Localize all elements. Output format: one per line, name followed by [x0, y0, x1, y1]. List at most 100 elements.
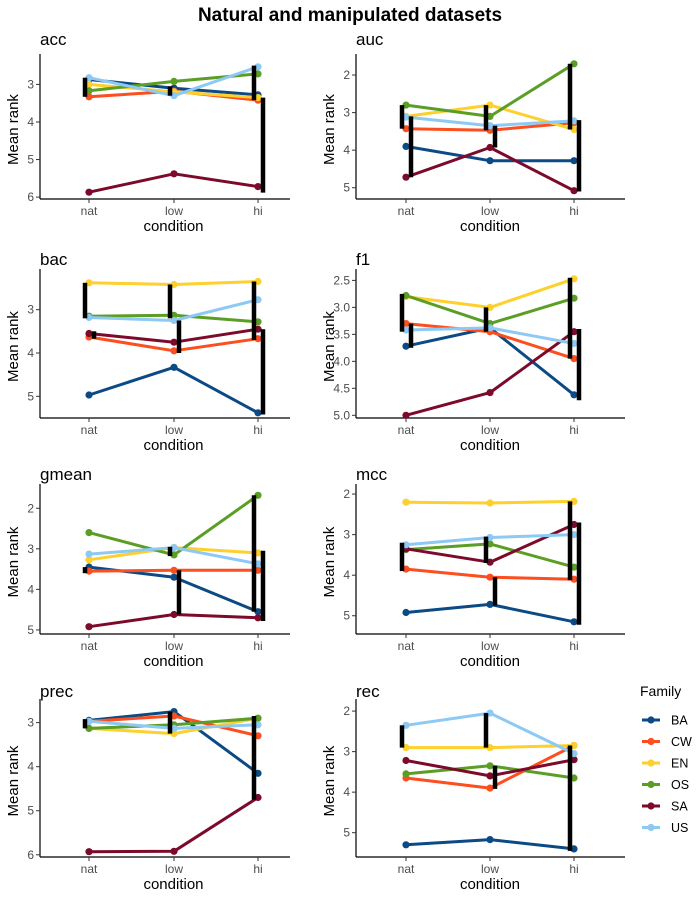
y-tick-label: 3.0: [333, 300, 350, 314]
y-tick-label: 4: [343, 568, 350, 582]
series-line-BA: [87, 365, 260, 415]
y-tick-label: 4.5: [333, 381, 350, 395]
legend-label: US: [671, 821, 688, 835]
point-BA-nat: [402, 841, 410, 849]
y-tick-label: 4: [27, 346, 34, 360]
panel-f1: f1 2.5 3.0 3.5 4.0 4.5 5.0 nat low hi condition Mea…: [321, 250, 625, 454]
y-axis-label: Mean rank: [5, 526, 22, 597]
y-axis-label: Mean rank: [5, 311, 22, 382]
x-axis-label: condition: [460, 876, 520, 893]
point-CW-low: [170, 566, 178, 574]
y-tick-label: 5: [27, 804, 34, 818]
point-SA-nat: [402, 411, 410, 419]
y-tick-label: 5: [27, 623, 34, 637]
x-tick-label-hi: hi: [253, 204, 262, 218]
y-tick-label: 2: [27, 501, 34, 515]
point-BA-hi: [254, 409, 262, 417]
legend-swatch-point: [647, 780, 655, 789]
point-SA-nat: [85, 188, 93, 196]
y-tick-label: 2.5: [333, 273, 350, 287]
y-tick-label: 5: [343, 609, 350, 623]
y-tick-label: 3: [343, 745, 350, 759]
point-US-low: [170, 316, 178, 325]
point-BA-hi: [570, 391, 578, 399]
point-SA-nat: [402, 173, 410, 181]
point-SA-hi: [254, 614, 262, 622]
panel-title: bac: [40, 250, 68, 269]
x-axis-label: condition: [143, 653, 203, 670]
y-axis-label: Mean rank: [321, 526, 338, 597]
panel-rec: rec 2 3 4 5 nat low hi condition Mean rank: [321, 682, 625, 893]
point-BA-low: [170, 573, 178, 581]
y-tick-label: 5: [27, 389, 34, 403]
point-CW-low: [486, 784, 494, 792]
x-tick-label-nat: nat: [398, 423, 415, 437]
panel-title: mcc: [356, 465, 388, 484]
point-BA-low: [170, 363, 178, 371]
x-tick-label-nat: nat: [398, 862, 415, 876]
y-tick-label: 4.0: [333, 354, 350, 368]
point-BA-nat: [85, 391, 93, 399]
legend-swatch-point: [647, 759, 655, 767]
point-BA-hi: [570, 157, 578, 165]
y-tick-label: 3: [27, 77, 34, 91]
point-US-nat: [85, 550, 93, 558]
point-CW-low: [486, 573, 494, 581]
y-tick-label: 2: [343, 487, 350, 501]
x-tick-label-low: low: [481, 204, 499, 218]
x-tick-label-low: low: [165, 423, 183, 437]
x-axis-label: condition: [460, 653, 520, 670]
point-SA-low: [170, 170, 178, 178]
point-SA-nat: [85, 848, 93, 856]
y-axis-label: Mean rank: [5, 94, 22, 165]
panels: acc 3 4 5 6 nat low hi condition Mean rank auc 2 3 4 5…: [5, 30, 625, 893]
legend-entry-US: US: [642, 821, 688, 835]
y-tick-label: 4: [27, 582, 34, 596]
y-tick-label: 3: [343, 106, 350, 120]
y-tick-label: 2: [343, 704, 350, 718]
x-tick-label-nat: nat: [81, 423, 98, 437]
x-tick-label-nat: nat: [81, 639, 98, 653]
y-tick-label: 4: [27, 115, 34, 129]
y-axis-label: Mean rank: [321, 94, 338, 165]
y-tick-label: 6: [27, 848, 34, 862]
y-tick-label: 3: [27, 303, 34, 317]
point-BA-nat: [402, 342, 410, 350]
y-tick-label: 5: [343, 826, 350, 840]
point-BA-low: [486, 836, 494, 844]
legend-title: Family: [640, 683, 681, 699]
y-tick-label: 3: [27, 716, 34, 730]
x-tick-label-low: low: [481, 862, 499, 876]
point-OS-nat: [85, 529, 93, 537]
y-tick-label: 3: [27, 542, 34, 556]
point-SA-nat: [402, 756, 410, 765]
point-BA-nat: [402, 142, 410, 150]
panel-title: gmean: [40, 465, 92, 484]
point-SA-low: [486, 143, 494, 152]
x-tick-label-nat: nat: [81, 862, 98, 876]
legend-entry-EN: EN: [642, 757, 688, 771]
point-SA-nat: [85, 329, 93, 338]
point-SA-low: [170, 847, 178, 855]
x-tick-label-hi: hi: [253, 423, 262, 437]
x-tick-label-low: low: [165, 204, 183, 218]
legend-entry-CW: CW: [642, 735, 692, 749]
point-SA-hi: [254, 183, 262, 191]
y-tick-label: 2: [343, 68, 350, 82]
series-line-SA: [87, 796, 260, 854]
y-tick-label: 3.5: [333, 327, 350, 341]
panel-prec: prec 3 4 5 6 nat low hi condition Mean rank: [5, 682, 290, 893]
point-EN-low: [486, 499, 494, 507]
x-tick-label-nat: nat: [398, 204, 415, 218]
y-tick-label: 5.0: [333, 408, 350, 422]
panel-title: f1: [356, 250, 370, 269]
x-tick-label-nat: nat: [398, 639, 415, 653]
point-BA-low: [486, 600, 494, 609]
y-tick-label: 4: [343, 785, 350, 799]
panel-bac: bac 3 4 5 nat low hi condition Mean rank: [5, 250, 290, 454]
legend-swatch-point: [647, 823, 655, 832]
legend-label: OS: [671, 778, 689, 792]
x-tick-label-hi: hi: [569, 423, 578, 437]
x-tick-label-hi: hi: [253, 862, 262, 876]
x-axis-label: condition: [460, 437, 520, 454]
